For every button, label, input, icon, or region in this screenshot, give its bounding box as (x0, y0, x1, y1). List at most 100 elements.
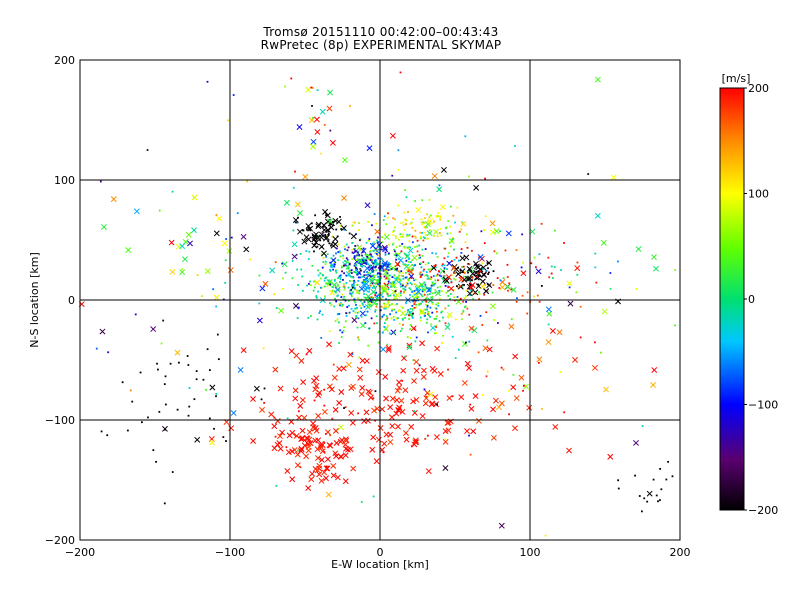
scatter-dot (378, 330, 381, 333)
scatter-dot (431, 303, 434, 305)
scatter-dot (575, 291, 578, 294)
scatter-dot (372, 266, 375, 269)
scatter-dot (385, 318, 388, 321)
scatter-dot (397, 168, 400, 171)
scatter-dot (377, 257, 380, 260)
scatter-dot (344, 299, 347, 302)
scatter-dot (405, 259, 408, 262)
scatter-dot (420, 262, 422, 265)
scatter-dot (158, 410, 161, 413)
scatter-x-marker (432, 394, 439, 401)
scatter-dot (388, 243, 390, 246)
scatter-dot (339, 329, 342, 332)
scatter-dot (357, 253, 360, 256)
scatter-dot (361, 254, 363, 257)
scatter-dot (349, 292, 351, 295)
y-tick-label: 100 (54, 174, 75, 187)
scatter-dot (396, 267, 399, 270)
scatter-dot (370, 300, 373, 303)
scatter-dot (318, 312, 321, 314)
scatter-dot (410, 277, 413, 279)
scatter-dot (429, 270, 432, 273)
scatter-x-marker (371, 407, 378, 414)
scatter-dot (504, 249, 507, 252)
scatter-x-marker (303, 234, 310, 241)
scatter-x-marker (432, 228, 439, 235)
scatter-x-marker (187, 240, 193, 247)
scatter-dot (471, 279, 473, 282)
scatter-dot (377, 278, 380, 281)
scatter-x-marker (99, 328, 106, 335)
scatter-dot (386, 324, 389, 327)
scatter-dot (377, 331, 380, 334)
scatter-dot (402, 233, 404, 236)
scatter-x-marker (566, 280, 573, 287)
scatter-dot (393, 331, 396, 334)
scatter-dot (308, 282, 310, 285)
scatter-dot (323, 123, 326, 126)
scatter-dot (285, 446, 288, 449)
scatter-dot (375, 291, 378, 294)
scatter-x-marker (603, 386, 609, 393)
scatter-dot (408, 240, 411, 243)
scatter-dot (350, 295, 353, 298)
scatter-dot (417, 296, 420, 299)
scatter-dot (386, 265, 389, 268)
scatter-dot (366, 298, 369, 300)
scatter-dot (377, 341, 380, 344)
scatter-dot (609, 287, 612, 290)
scatter-dot (339, 274, 342, 277)
scatter-x-marker (100, 223, 107, 230)
scatter-dot (393, 250, 396, 253)
scatter-x-marker (333, 440, 340, 446)
scatter-dot (348, 269, 351, 272)
x-tick-label: −100 (215, 546, 245, 559)
scatter-dot (417, 299, 420, 302)
scatter-dot (373, 261, 376, 264)
scatter-dot (313, 286, 316, 289)
scatter-dot (428, 287, 431, 290)
colorbar (719, 87, 745, 511)
scatter-dot (377, 236, 379, 239)
scatter-dot (227, 119, 230, 122)
scatter-dot (429, 315, 432, 318)
scatter-dot (232, 94, 235, 96)
scatter-dot (352, 282, 355, 285)
scatter-dot (263, 387, 266, 390)
scatter-dot (521, 294, 524, 297)
scatter-dot (659, 499, 661, 502)
scatter-dot (392, 315, 395, 318)
scatter-dot (550, 272, 553, 275)
scatter-dot (377, 266, 380, 269)
scatter-dot (421, 273, 424, 276)
scatter-dot (404, 355, 407, 358)
scatter-x-marker (374, 228, 381, 235)
scatter-dot (342, 298, 345, 301)
scatter-dot (401, 379, 404, 382)
scatter-x-marker (427, 217, 434, 224)
scatter-dot (376, 263, 379, 265)
scatter-dot (343, 228, 346, 231)
scatter-x-marker (315, 413, 322, 419)
scatter-dot (367, 263, 370, 266)
scatter-dot (217, 358, 220, 361)
scatter-dot (358, 255, 361, 257)
scatter-dot (331, 289, 334, 292)
scatter-dot (386, 216, 389, 219)
scatter-x-marker (298, 446, 305, 453)
scatter-dot (367, 220, 370, 223)
scatter-dot (322, 225, 325, 228)
scatter-dot (407, 234, 410, 237)
scatter-dot (327, 233, 330, 235)
scatter-dot (381, 315, 384, 318)
scatter-dot (477, 270, 480, 273)
scatter-dot (348, 304, 350, 307)
scatter-x-marker (363, 358, 370, 364)
scatter-dot (404, 316, 406, 319)
scatter-x-marker (510, 384, 517, 391)
scatter-dot (405, 255, 408, 258)
scatter-x-marker (429, 365, 436, 372)
scatter-dot (384, 251, 387, 254)
scatter-x-marker (403, 436, 410, 443)
scatter-x-marker (373, 458, 380, 465)
